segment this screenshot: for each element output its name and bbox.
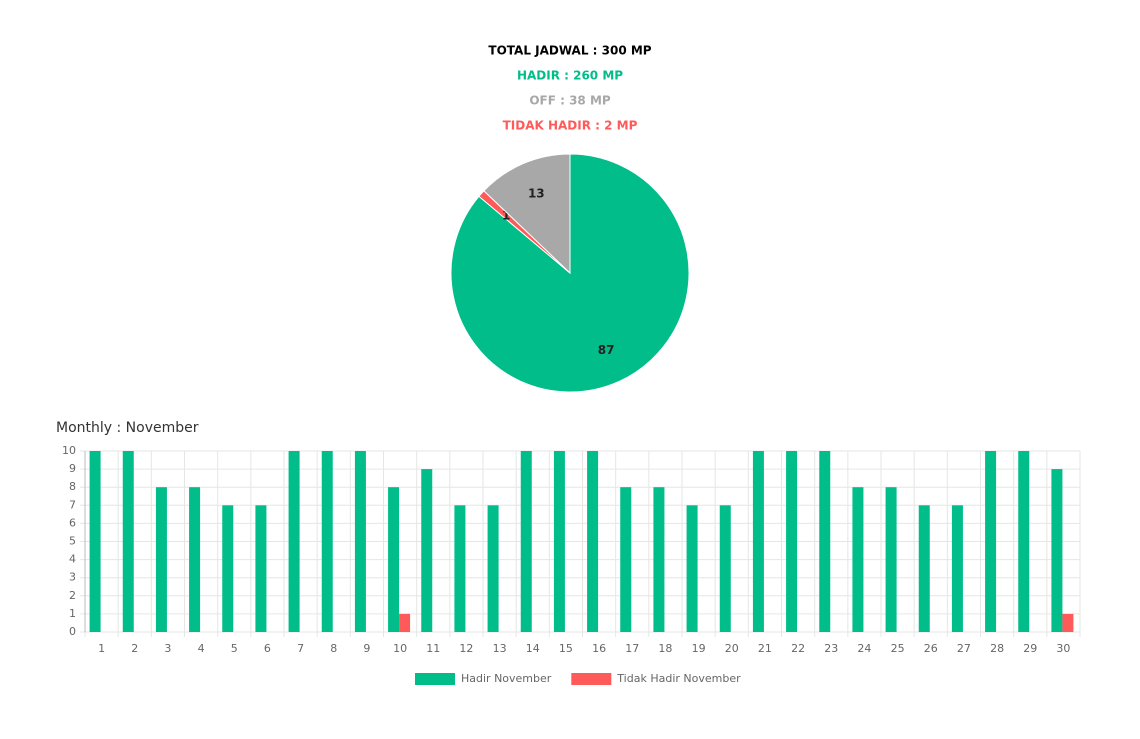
x-tick-label: 7 bbox=[297, 642, 304, 655]
legend-swatch bbox=[415, 673, 455, 685]
y-tick-label: 9 bbox=[69, 462, 76, 475]
x-tick-label: 29 bbox=[1023, 642, 1037, 655]
legend-swatch bbox=[571, 673, 612, 685]
x-tick-label: 26 bbox=[924, 642, 938, 655]
bar bbox=[653, 487, 665, 632]
bar bbox=[155, 487, 167, 632]
pie-label: 13 bbox=[528, 187, 545, 201]
header-line: TOTAL JADWAL : 300 MP bbox=[488, 44, 651, 58]
bar bbox=[1051, 469, 1063, 632]
x-tick-label: 27 bbox=[957, 642, 971, 655]
bar bbox=[786, 451, 798, 632]
bar bbox=[819, 451, 831, 632]
y-tick-label: 6 bbox=[69, 516, 76, 529]
x-tick-label: 6 bbox=[264, 642, 271, 655]
bar bbox=[852, 487, 864, 632]
bar-title: Monthly : November bbox=[56, 420, 199, 436]
x-tick-label: 21 bbox=[758, 642, 772, 655]
y-tick-label: 2 bbox=[69, 589, 76, 602]
legend-label: Tidak Hadir November bbox=[616, 672, 741, 685]
bar bbox=[1018, 451, 1030, 632]
bar bbox=[388, 487, 400, 632]
x-tick-label: 9 bbox=[363, 642, 370, 655]
x-tick-label: 28 bbox=[990, 642, 1004, 655]
bar bbox=[421, 469, 433, 632]
x-tick-label: 11 bbox=[426, 642, 440, 655]
legend-label: Hadir November bbox=[461, 672, 552, 685]
bar bbox=[122, 451, 134, 632]
header-line: HADIR : 260 MP bbox=[517, 69, 623, 83]
y-tick-label: 3 bbox=[69, 571, 76, 584]
x-tick-label: 16 bbox=[592, 642, 606, 655]
x-tick-label: 15 bbox=[559, 642, 573, 655]
x-tick-label: 12 bbox=[459, 642, 473, 655]
x-tick-label: 13 bbox=[493, 642, 507, 655]
x-tick-label: 5 bbox=[231, 642, 238, 655]
bar bbox=[752, 451, 764, 632]
y-tick-label: 0 bbox=[69, 625, 76, 638]
y-tick-label: 7 bbox=[69, 498, 76, 511]
pie-slice bbox=[483, 153, 571, 275]
header-line: TIDAK HADIR : 2 MP bbox=[503, 119, 638, 133]
x-tick-label: 2 bbox=[131, 642, 138, 655]
pie-label: 87 bbox=[598, 343, 615, 357]
x-tick-label: 10 bbox=[393, 642, 407, 655]
bar bbox=[487, 505, 499, 632]
bar bbox=[686, 505, 698, 632]
y-tick-label: 10 bbox=[62, 444, 76, 457]
x-tick-label: 23 bbox=[824, 642, 838, 655]
y-tick-label: 8 bbox=[69, 480, 76, 493]
bar bbox=[255, 505, 267, 632]
bar bbox=[1062, 613, 1074, 632]
pie-label: 1 bbox=[502, 208, 510, 222]
y-tick-label: 4 bbox=[69, 553, 76, 566]
bar bbox=[288, 451, 300, 632]
bar bbox=[985, 451, 997, 632]
x-tick-label: 20 bbox=[725, 642, 739, 655]
bar bbox=[399, 613, 411, 632]
header-line: OFF : 38 MP bbox=[529, 94, 611, 108]
x-tick-label: 17 bbox=[625, 642, 639, 655]
y-tick-label: 5 bbox=[69, 535, 76, 548]
x-tick-label: 18 bbox=[658, 642, 672, 655]
x-tick-label: 1 bbox=[98, 642, 105, 655]
x-tick-label: 24 bbox=[857, 642, 871, 655]
bar bbox=[951, 505, 963, 632]
bar bbox=[587, 451, 599, 632]
bar bbox=[918, 505, 930, 632]
x-tick-label: 25 bbox=[891, 642, 905, 655]
bar bbox=[719, 505, 731, 632]
bar bbox=[885, 487, 897, 632]
bar bbox=[553, 451, 565, 632]
x-tick-label: 14 bbox=[526, 642, 540, 655]
x-tick-label: 19 bbox=[692, 642, 706, 655]
x-tick-label: 22 bbox=[791, 642, 805, 655]
bar bbox=[189, 487, 201, 632]
bar bbox=[222, 505, 234, 632]
y-tick-label: 1 bbox=[69, 607, 76, 620]
bar bbox=[520, 451, 532, 632]
bar bbox=[321, 451, 333, 632]
x-tick-label: 4 bbox=[198, 642, 205, 655]
bar bbox=[454, 505, 466, 632]
bar bbox=[620, 487, 632, 632]
x-tick-label: 3 bbox=[164, 642, 171, 655]
bar bbox=[354, 451, 366, 632]
x-tick-label: 30 bbox=[1056, 642, 1070, 655]
x-tick-label: 8 bbox=[330, 642, 337, 655]
bar bbox=[89, 451, 101, 632]
